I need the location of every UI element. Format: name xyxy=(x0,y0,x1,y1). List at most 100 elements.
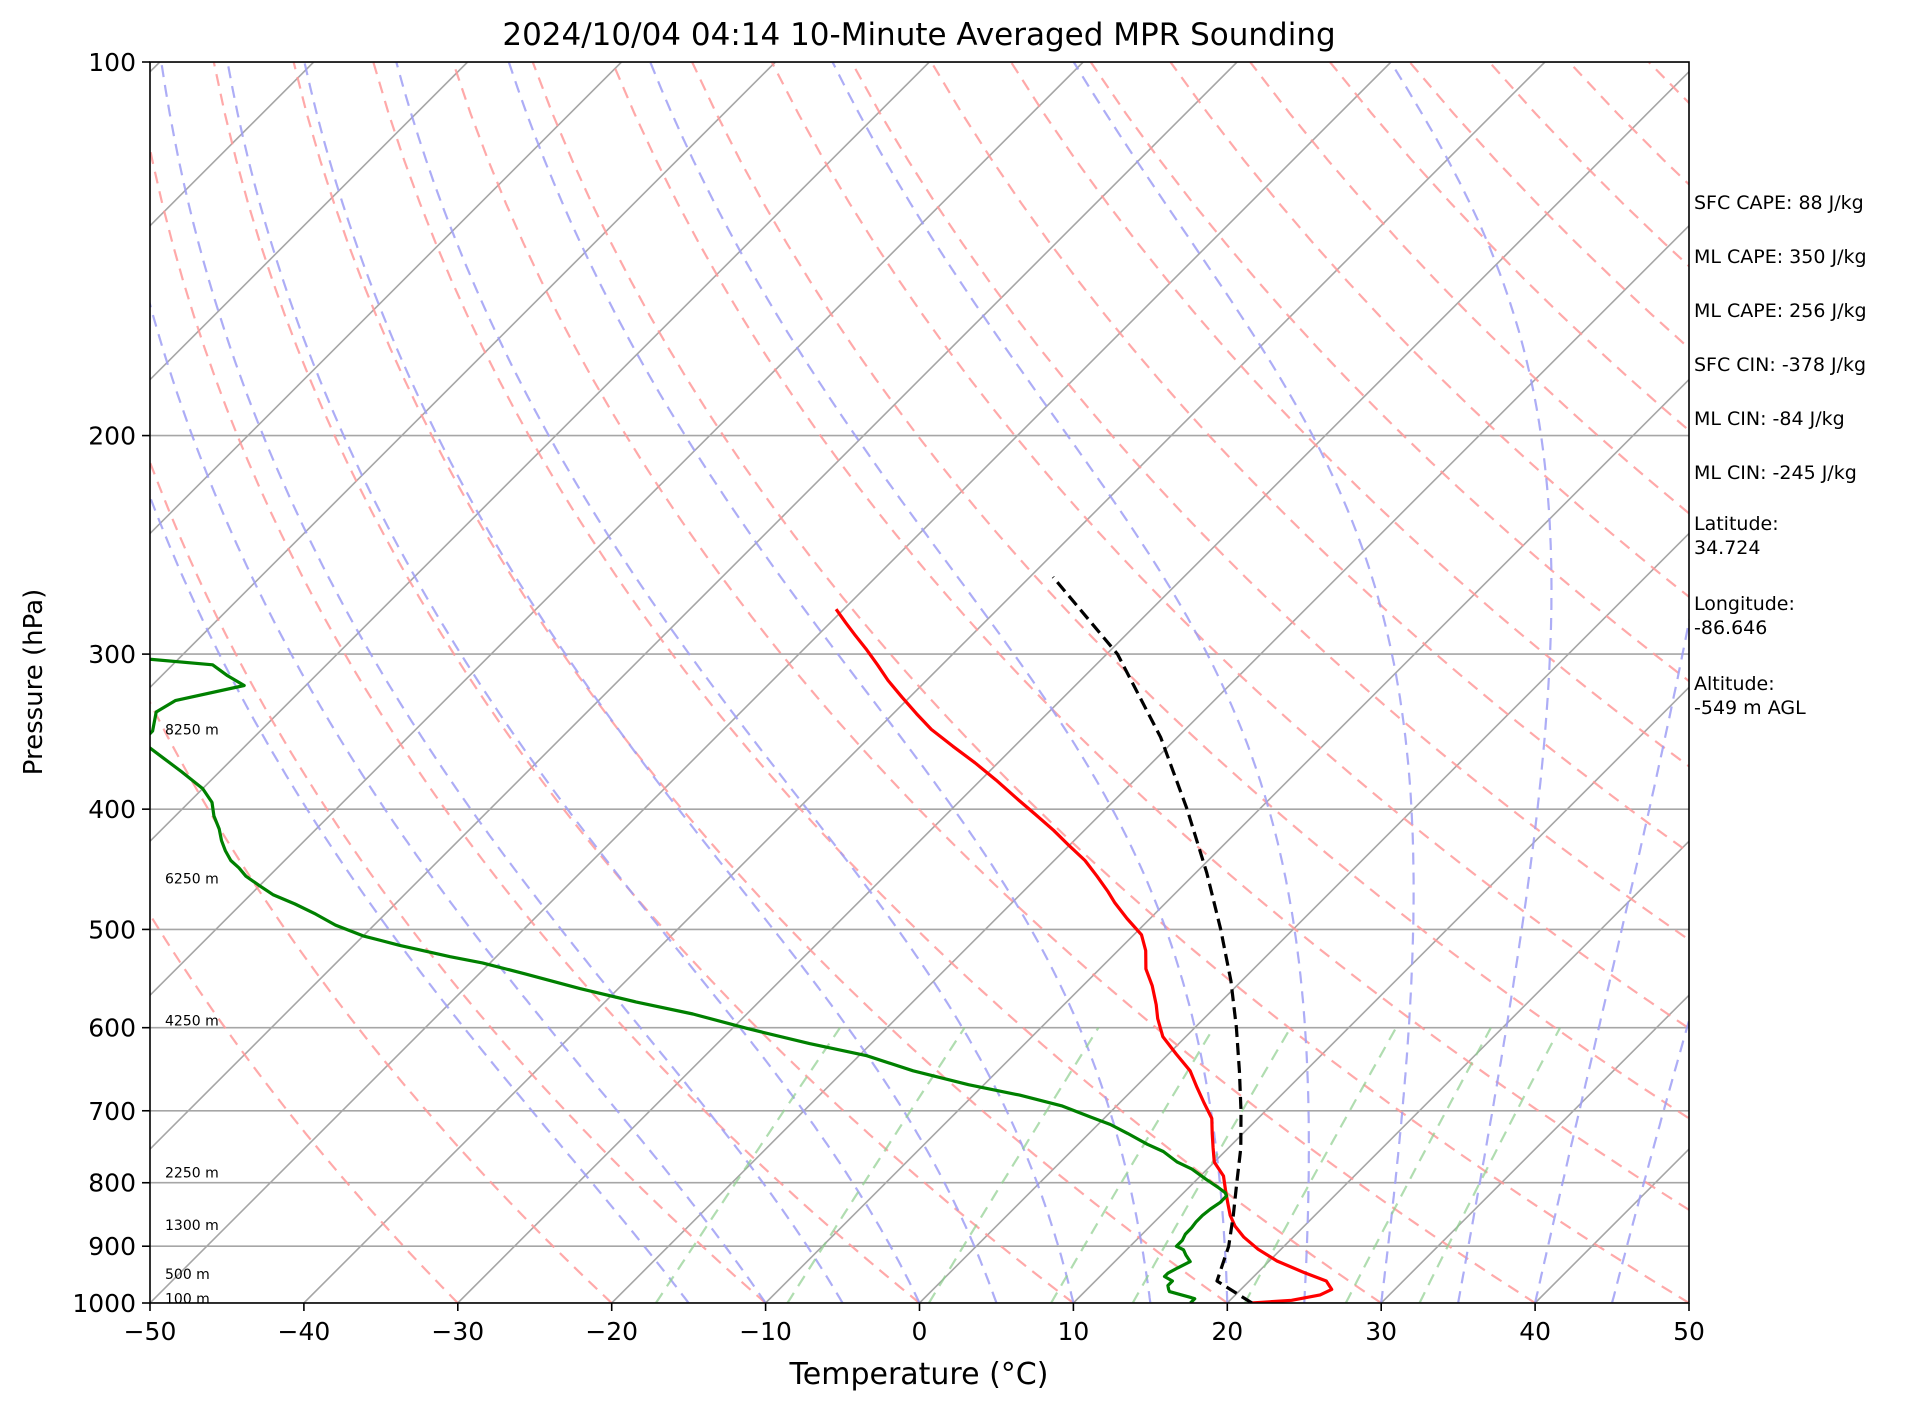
dry-adiabat-line xyxy=(150,699,613,1303)
isotherm-line xyxy=(1380,994,1689,1303)
dry-adiabat-line xyxy=(1010,62,1689,768)
y-tick-label: 300 xyxy=(88,640,136,669)
info-line: ML CAPE: 256 J/kg xyxy=(1694,300,1867,322)
x-tick-label: 30 xyxy=(1365,1317,1397,1346)
dry-adiabat-line xyxy=(691,62,1689,1120)
moist-adiabat-line xyxy=(1072,62,1415,1303)
parcel-profile-line xyxy=(1051,575,1253,1303)
x-tick-label: −20 xyxy=(585,1317,638,1346)
isotherm-line xyxy=(150,62,1084,997)
chart-title: 2024/10/04 04:14 10-Minute Averaged MPR … xyxy=(502,17,1335,53)
moist-adiabat-line xyxy=(1610,1016,1689,1303)
y-tick-label: 1000 xyxy=(72,1289,136,1318)
moist-adiabat-line xyxy=(160,62,844,1303)
altitude-label: 500 m xyxy=(165,1267,210,1283)
altitude-label: 1300 m xyxy=(165,1218,219,1234)
info-line: Altitude: -549 m AGL xyxy=(1694,673,1806,719)
moist-adiabat-line xyxy=(226,62,921,1303)
info-line: ML CAPE: 350 J/kg xyxy=(1694,246,1867,268)
isotherm-line xyxy=(150,62,776,689)
isotherm-line xyxy=(303,62,1546,1303)
isotherm-line xyxy=(765,378,1689,1303)
isotherm-line xyxy=(0,62,6,1303)
dry-adiabat-line xyxy=(1169,62,1689,599)
y-tick-label: 500 xyxy=(88,915,136,944)
moist-adiabat-line xyxy=(1389,62,1553,1303)
info-line: ML CIN: -245 J/kg xyxy=(1694,462,1857,484)
x-tick-label: 20 xyxy=(1211,1317,1243,1346)
isotherm-line xyxy=(150,62,930,843)
x-axis: −50 −40 −30 −20 −10 0 10 20 30 40 50 xyxy=(124,1303,1705,1346)
mixing-ratio-line xyxy=(1050,1027,1215,1303)
isotherm-line xyxy=(150,62,1238,1151)
dry-adiabat-line xyxy=(150,459,767,1303)
moist-adiabat-line xyxy=(395,62,1075,1303)
y-axis: 100 200 300 400 500 600 700 800 900 1000 xyxy=(72,48,150,1318)
isotherm-line xyxy=(150,62,469,381)
dry-adiabat-line xyxy=(1089,62,1689,683)
moist-adiabat-line xyxy=(150,493,690,1303)
dry-adiabat-line xyxy=(372,62,1382,1303)
x-tick-label: −30 xyxy=(431,1317,484,1346)
info-line: SFC CAPE: 88 J/kg xyxy=(1694,192,1864,214)
background-grid xyxy=(0,62,1689,1303)
dewpoint-profile-line xyxy=(150,657,1229,1303)
x-tick-label: −10 xyxy=(739,1317,792,1346)
x-tick-label: 10 xyxy=(1057,1317,1089,1346)
altitude-label: 4250 m xyxy=(165,1013,219,1029)
mixing-ratio-line xyxy=(1344,1027,1492,1303)
dry-adiabat-line xyxy=(150,912,459,1303)
isotherm-line xyxy=(150,62,1392,1303)
moist-adiabat-line xyxy=(1534,615,1689,1303)
info-line: Longitude: -86.646 xyxy=(1694,593,1795,639)
x-tick-label: 50 xyxy=(1673,1317,1705,1346)
moist-adiabat-line xyxy=(649,62,1229,1303)
mixing-ratio-line xyxy=(927,1027,1100,1303)
y-axis-title: Pressure (hPa) xyxy=(19,589,49,776)
dry-adiabat-line xyxy=(292,62,1228,1303)
dry-adiabat-line xyxy=(770,62,1689,1030)
mixing-ratio-line xyxy=(1243,1027,1398,1303)
info-line: SFC CIN: -378 J/kg xyxy=(1694,354,1867,376)
sounding-profiles xyxy=(150,575,1334,1303)
isotherm-line xyxy=(457,70,1689,1303)
dry-adiabat-line xyxy=(212,62,1075,1303)
y-tick-label: 200 xyxy=(88,422,136,451)
moist-adiabat-line xyxy=(507,62,1152,1303)
info-line: Latitude: 34.724 xyxy=(1694,513,1779,559)
altitude-label: 6250 m xyxy=(165,872,219,888)
x-tick-label: 0 xyxy=(912,1317,928,1346)
y-tick-label: 100 xyxy=(88,48,136,77)
isotherm-line xyxy=(918,532,1689,1303)
plot-frame xyxy=(149,61,1690,1304)
y-tick-label: 700 xyxy=(88,1097,136,1126)
x-tick-label: −50 xyxy=(124,1317,177,1346)
y-tick-label: 900 xyxy=(88,1232,136,1261)
isotherm-line xyxy=(611,224,1689,1303)
isotherm-line xyxy=(1226,840,1689,1303)
altitude-label: 100 m xyxy=(165,1292,210,1308)
x-tick-label: −40 xyxy=(278,1317,331,1346)
moist-adiabat-line xyxy=(150,300,767,1303)
x-tick-label: 40 xyxy=(1519,1317,1551,1346)
isotherm-line xyxy=(1072,686,1689,1303)
dry-adiabat-line xyxy=(451,62,1536,1303)
mixing-ratio-line xyxy=(1418,1027,1562,1303)
mixing-ratio-line xyxy=(654,1027,841,1303)
dry-adiabat-line xyxy=(611,62,1689,1212)
mixing-ratio-line xyxy=(1131,1027,1292,1303)
info-line: ML CIN: -84 J/kg xyxy=(1694,408,1845,430)
temperature-profile-line xyxy=(834,608,1334,1303)
y-tick-label: 800 xyxy=(88,1169,136,1198)
y-tick-label: 400 xyxy=(88,795,136,824)
dry-adiabat-line xyxy=(930,62,1689,854)
y-tick-label: 600 xyxy=(88,1014,136,1043)
altitude-labels: 8250 m 6250 m 4250 m 2250 m 1300 m 500 m 100 m xyxy=(165,722,219,1307)
altitude-label: 8250 m xyxy=(165,722,219,738)
altitude-label: 2250 m xyxy=(165,1166,219,1182)
mixing-ratio-line xyxy=(786,1027,966,1303)
moist-adiabat-line xyxy=(831,62,1310,1303)
moist-adiabat-line xyxy=(303,62,998,1303)
dry-adiabat-line xyxy=(150,143,921,1303)
